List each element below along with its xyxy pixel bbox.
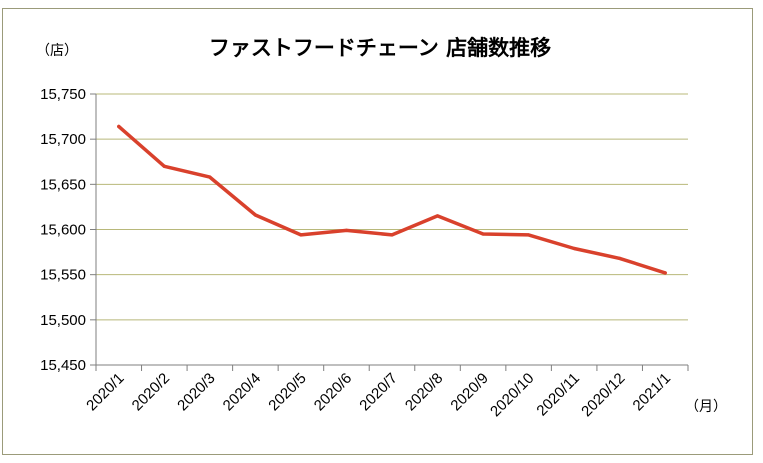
x-tick-label: 2020/12 bbox=[578, 370, 628, 420]
y-tick-label: 15,650 bbox=[40, 176, 86, 193]
y-axis-unit: （店） bbox=[36, 43, 78, 59]
data-point bbox=[162, 164, 166, 168]
y-tick-label: 15,550 bbox=[40, 267, 86, 284]
data-point bbox=[390, 233, 394, 237]
x-tick-label: 2020/10 bbox=[487, 370, 537, 420]
x-tick-label: 2020/2 bbox=[129, 370, 173, 414]
data-point bbox=[208, 175, 212, 179]
chart-title: ファストフードチェーン 店舗数推移 bbox=[209, 36, 551, 60]
y-tick-label: 15,700 bbox=[40, 131, 86, 148]
data-point bbox=[299, 233, 303, 237]
x-tick-label: 2020/7 bbox=[356, 370, 400, 414]
x-tick-label: 2020/9 bbox=[447, 370, 491, 414]
axes bbox=[95, 94, 688, 366]
x-tick-label: 2020/8 bbox=[402, 370, 446, 414]
data-point bbox=[253, 213, 257, 217]
data-point bbox=[435, 214, 440, 218]
y-tick-label: 15,600 bbox=[40, 222, 86, 239]
data-point bbox=[481, 232, 485, 236]
data-point bbox=[117, 124, 121, 129]
x-tick-label: 2021/1 bbox=[630, 370, 674, 414]
series-line bbox=[117, 124, 667, 275]
y-axis-ticks: 15,450 15,500 15,550 15,600 15,650 15,700 15,7… bbox=[40, 86, 96, 374]
x-tick-label: 2020/1 bbox=[83, 370, 127, 414]
y-tick-label: 15,500 bbox=[40, 312, 86, 329]
x-tick-label: 2020/6 bbox=[311, 370, 355, 414]
x-tick-label: 2020/11 bbox=[533, 370, 583, 420]
data-point bbox=[527, 233, 531, 237]
x-tick-label: 2020/4 bbox=[220, 370, 264, 414]
gridlines bbox=[96, 93, 688, 321]
y-tick-label: 15,750 bbox=[40, 86, 86, 103]
y-tick-label: 15,450 bbox=[40, 357, 86, 374]
chart-frame bbox=[2, 8, 753, 455]
x-axis-ticks: 2020/1 2020/2 2020/3 2020/4 2020/5 2020/6 2020… bbox=[83, 365, 689, 420]
data-point bbox=[572, 246, 576, 251]
data-point bbox=[344, 228, 349, 233]
series-group bbox=[117, 124, 667, 275]
data-point bbox=[618, 256, 622, 261]
data-point bbox=[663, 271, 667, 275]
x-axis-unit: （月） bbox=[685, 399, 727, 415]
x-tick-label: 2020/5 bbox=[265, 370, 309, 414]
x-tick-label: 2020/3 bbox=[174, 370, 218, 414]
